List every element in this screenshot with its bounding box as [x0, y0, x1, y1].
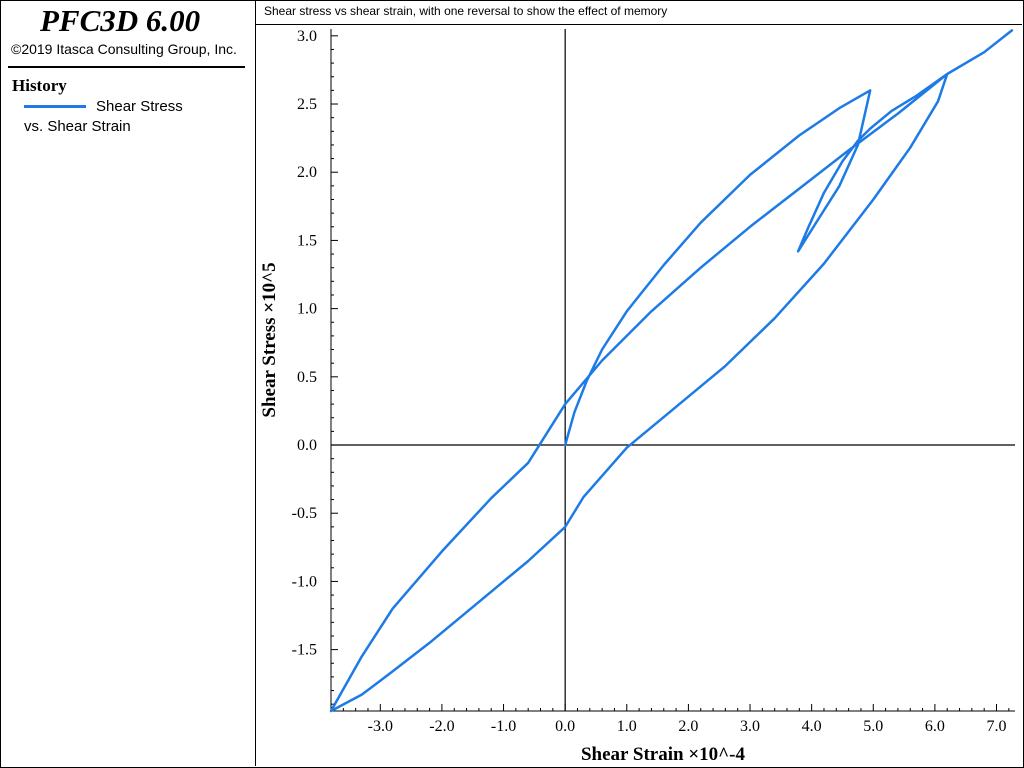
x-tick-label: 1.0: [617, 718, 637, 735]
title-divider: [8, 66, 245, 68]
x-tick-label: -3.0: [368, 718, 393, 735]
x-tick-label: 6.0: [925, 718, 945, 735]
labels-layer: 3.0 2.5 2.0 1.5 1.0 0.5 0.0 -0.5 -1.0 -1.5 -3.0 -2.…: [259, 28, 1007, 765]
legend-panel: PFC3D 6.00 ©2019 Itasca Consulting Group…: [0, 0, 256, 766]
y-axis-title: Shear Stress ×10^5: [259, 262, 280, 417]
x-tick-label: 2.0: [678, 718, 698, 735]
legend-label-line-1: Shear Stress: [96, 98, 183, 115]
x-tick-label: 5.0: [863, 718, 883, 735]
shear-stress-strain-chart: 3.0 2.5 2.0 1.5 1.0 0.5 0.0 -0.5 -1.0 -1.5 -3.0 -2.…: [259, 28, 1015, 765]
y-tick-label: 0.0: [297, 437, 317, 454]
legend-label-line-2: vs. Shear Strain: [24, 118, 131, 135]
y-tick-label: -0.5: [292, 505, 317, 522]
y-tick-label: 1.0: [297, 301, 317, 318]
x-tick-label: -1.0: [491, 718, 516, 735]
x-axis-title: Shear Strain ×10^-4: [581, 744, 746, 765]
x-tick-label: 0.0: [555, 718, 575, 735]
x-tick-label: 4.0: [802, 718, 822, 735]
x-tick-label: 3.0: [740, 718, 760, 735]
axes-layer: [330, 29, 1015, 712]
y-tick-label: 0.5: [297, 369, 317, 386]
x-tick-label: 7.0: [987, 718, 1007, 735]
y-tick-label: 2.0: [297, 164, 317, 181]
y-tick-label: 2.5: [297, 96, 317, 113]
plot-title: Shear stress vs shear strain, with one r…: [264, 4, 668, 18]
legend-line-swatch: [24, 105, 86, 108]
legend-heading: History: [12, 76, 67, 95]
x-tick-label: -2.0: [429, 718, 454, 735]
y-tick-label: -1.5: [292, 642, 317, 659]
series-line-0: [329, 29, 1014, 713]
plot-title-bar: Shear stress vs shear strain, with one r…: [256, 0, 1022, 25]
series-layer: [329, 29, 1014, 713]
copyright-text: ©2019 Itasca Consulting Group, Inc.: [11, 41, 237, 57]
app-title: PFC3D 6.00: [40, 3, 201, 38]
y-tick-label: -1.0: [292, 573, 317, 590]
y-tick-label: 3.0: [297, 28, 317, 45]
y-tick-label: 1.5: [297, 232, 317, 249]
